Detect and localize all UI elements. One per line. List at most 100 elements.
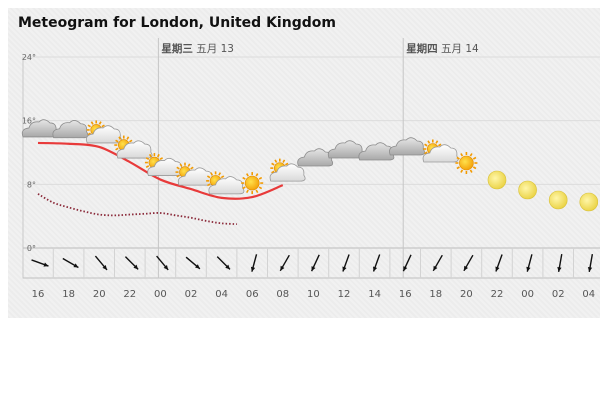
cloud-shape <box>297 148 334 167</box>
sun-ray <box>435 140 439 144</box>
x-tick-label: 12 <box>338 289 351 300</box>
partly-cloudy-icon <box>114 135 153 159</box>
sun-ray <box>87 124 91 128</box>
wind-arrow <box>372 254 381 272</box>
sun-ray <box>472 166 477 170</box>
sun-icon <box>455 152 478 174</box>
wind-arrow-head <box>133 264 139 270</box>
cloud-shape <box>116 140 153 159</box>
sun-ray <box>190 166 194 170</box>
sun-ray <box>87 132 91 136</box>
x-tick-label: 16 <box>399 289 412 300</box>
x-tick-label: 04 <box>582 289 595 300</box>
sun-disc <box>459 155 474 171</box>
y-tick-label: 0° <box>27 244 36 253</box>
y-tick-label: 24° <box>22 53 36 62</box>
wind-arrow-head <box>225 264 230 270</box>
wind-arrow-head <box>250 266 256 272</box>
cloud-shape <box>52 120 89 139</box>
cloud-shape <box>269 163 306 182</box>
sun-ray <box>282 159 286 163</box>
day-label-date: 五月 13 <box>193 43 234 55</box>
cloud-shape <box>358 142 395 161</box>
sun-ray <box>159 157 164 161</box>
chart-title: Meteogram for London, United Kingdom <box>18 15 336 31</box>
sun-ray <box>460 153 464 157</box>
wind-arrow-head <box>73 263 79 268</box>
wind-arrow <box>402 254 412 272</box>
sun-ray <box>255 173 259 177</box>
partly-cloudy-icon <box>144 153 184 176</box>
x-tick-label: 20 <box>460 289 473 300</box>
cloud-shape <box>208 176 245 195</box>
sun-ray <box>258 186 263 190</box>
sun-ray <box>456 156 460 160</box>
wind-arrow-head <box>163 265 169 270</box>
partly-cloudy-icon <box>422 139 459 163</box>
wind-arrow-head <box>587 267 593 272</box>
x-tick-label: 16 <box>32 289 45 300</box>
sun-ray <box>427 140 431 144</box>
sun-ray <box>148 153 152 158</box>
day-labels: 星期三 五月 13 星期四 五月 14 <box>157 38 479 278</box>
sun-ray <box>220 175 225 179</box>
wind-arrow <box>31 259 49 267</box>
wind-arrow <box>310 254 320 272</box>
sun-ray <box>90 121 94 125</box>
wind-arrow-head <box>557 267 562 272</box>
sun-disc <box>244 175 260 191</box>
x-tick-label: 14 <box>368 289 381 300</box>
y-axis-tick-labels: 24° 16° 8° 0° <box>22 53 36 253</box>
partly-cloudy-icon <box>175 162 214 186</box>
cloud-shape <box>86 125 122 144</box>
grid-lines <box>22 56 600 279</box>
wind-arrows <box>31 254 594 272</box>
cloudy-icon <box>297 148 334 167</box>
sun-ray <box>271 170 275 174</box>
x-tick-label: 06 <box>246 289 259 300</box>
sun-ray <box>156 153 160 158</box>
cloud-shape <box>389 137 425 156</box>
moon-icon <box>548 190 568 210</box>
moon-icon <box>579 192 599 212</box>
sun-ray <box>129 139 133 143</box>
plot-border <box>22 56 600 279</box>
x-tick-label: 08 <box>276 289 289 300</box>
sun-ray <box>206 183 211 187</box>
sun-ray <box>456 166 460 170</box>
moon-disc <box>487 170 507 190</box>
sun-ray <box>255 189 259 193</box>
wind-arrow <box>216 256 231 270</box>
sun-ray <box>438 143 442 147</box>
wind-arrow-head <box>373 266 378 272</box>
sun-ray <box>210 172 214 176</box>
weather-symbols <box>21 119 599 212</box>
moon-disc <box>548 190 568 210</box>
moon-icon <box>518 180 537 200</box>
sun-ray <box>206 175 211 179</box>
wind-arrow <box>495 254 503 272</box>
y-tick-label: 16° <box>22 117 36 126</box>
x-tick-label: 02 <box>552 289 565 300</box>
wind-arrow-head <box>433 265 438 271</box>
sun-ray <box>126 136 130 140</box>
x-tick-label: 22 <box>123 289 136 300</box>
day-label-weekday: 星期四 <box>406 42 438 55</box>
cloudy-icon <box>358 142 395 161</box>
moon-disc <box>518 180 537 200</box>
wind-arrow <box>94 255 108 271</box>
y-tick-label: 8° <box>27 180 36 189</box>
wind-arrow <box>587 254 594 272</box>
sun-ray <box>258 176 263 180</box>
temperature-series <box>37 141 284 226</box>
wind-arrow <box>185 256 201 270</box>
wind-arrow <box>62 257 79 269</box>
wind-arrow <box>279 254 290 272</box>
sun-ray <box>145 157 150 161</box>
day-label: 星期三 五月 13 <box>161 42 234 55</box>
day-label: 星期四 五月 14 <box>406 42 479 55</box>
cloudy-icon <box>327 140 364 159</box>
sun-ray <box>98 121 102 125</box>
wind-arrow-head <box>43 262 49 267</box>
x-tick-label: 02 <box>185 289 198 300</box>
